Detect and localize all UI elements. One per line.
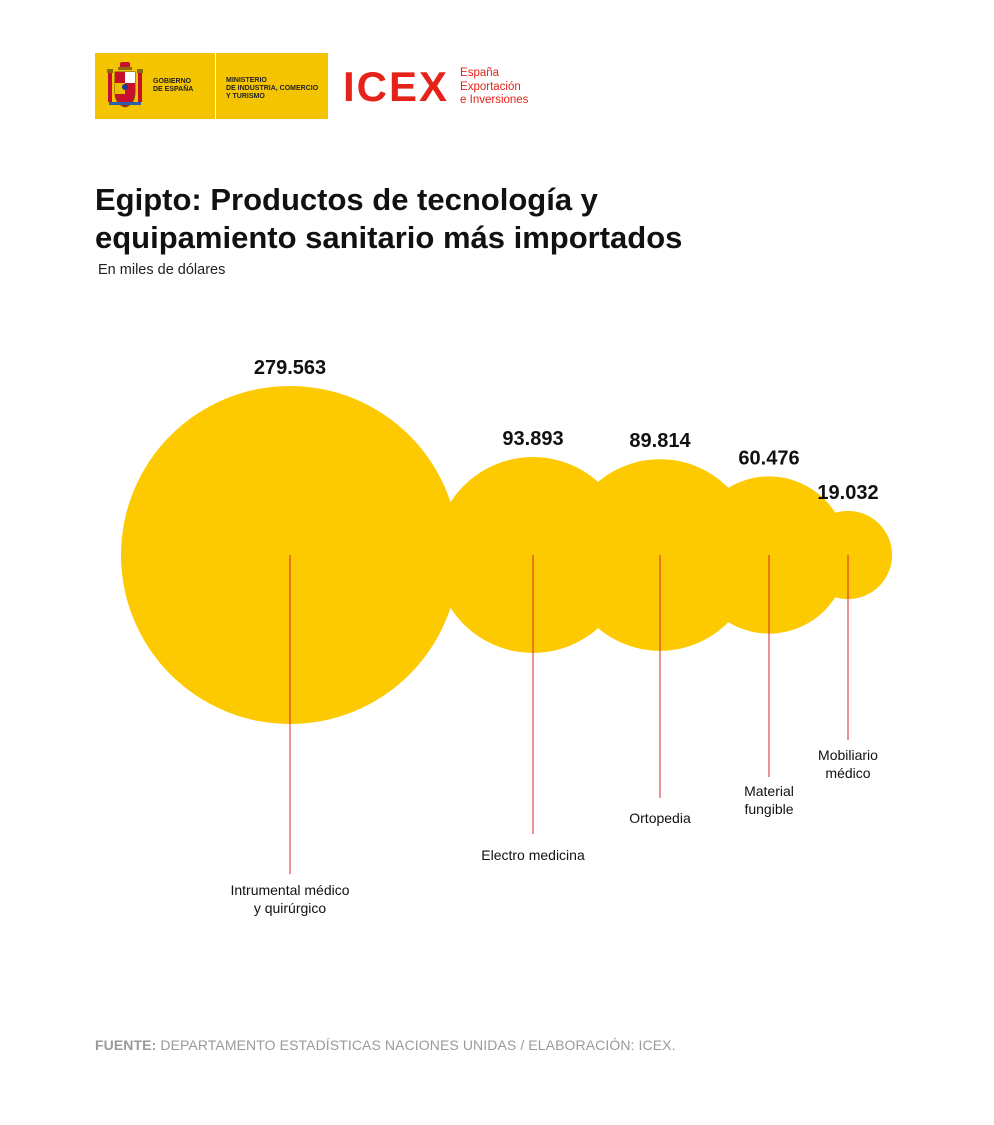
category-label-2-0: Ortopedia (629, 810, 691, 826)
category-label-3-0: Material (744, 783, 794, 799)
icex-sub3: e Inversiones (460, 94, 529, 106)
icex-tagline: España Exportación e Inversiones (460, 67, 528, 108)
value-label-3: 60.476 (738, 447, 799, 469)
government-logo: GOBIERNO DE ESPAÑA MINISTERIO DE INDUSTR… (95, 53, 328, 119)
gov-line2: DE ESPAÑA (153, 86, 194, 93)
icex-wordmark: ICEX (343, 63, 450, 110)
value-label-2: 89.814 (629, 430, 691, 452)
source-note: FUENTE: DEPARTAMENTO ESTADÍSTICAS NACION… (95, 1037, 676, 1053)
category-label-1-0: Electro medicina (481, 847, 585, 863)
gobierno-text: GOBIERNO DE ESPAÑA (153, 78, 193, 94)
ministry-line1: MINISTERIO (226, 77, 267, 84)
coat-of-arms-icon (107, 62, 143, 108)
chart-title-line2: equipamiento sanitario más importados (95, 220, 683, 255)
value-label-4: 19.032 (817, 482, 878, 504)
category-label-0-1: y quirúrgico (254, 900, 327, 916)
category-label-4-1: médico (825, 765, 870, 781)
source-prefix: FUENTE: (95, 1037, 157, 1053)
icex-logo: ICEX España Exportación e Inversiones (343, 66, 528, 108)
gov-line1: GOBIERNO (153, 78, 192, 85)
value-label-1: 93.893 (502, 428, 563, 450)
value-label-0: 279.563 (254, 357, 326, 379)
category-label-0-0: Intrumental médico (230, 882, 349, 898)
category-label-3-1: fungible (744, 801, 793, 817)
ministry-line2: DE INDUSTRIA, COMERCIO (226, 85, 319, 92)
ministry-line3: Y TURISMO (226, 93, 265, 100)
icex-sub1: España (460, 67, 500, 79)
icex-sub2: Exportación (460, 80, 521, 93)
chart-title-line1: Egipto: Productos de tecnología y (95, 182, 598, 217)
source-text: DEPARTAMENTO ESTADÍSTICAS NACIONES UNIDA… (156, 1037, 676, 1053)
ministry-text: MINISTERIO DE INDUSTRIA, COMERCIO Y TURI… (226, 77, 328, 101)
chart-subtitle: En miles de dólares (98, 262, 226, 278)
chart-title: Egipto: Productos de tecnología y equipa… (95, 181, 955, 257)
category-label-4-0: Mobiliario (818, 747, 878, 763)
gobierno-de-espana-box: GOBIERNO DE ESPAÑA (95, 53, 215, 119)
ministry-box: MINISTERIO DE INDUSTRIA, COMERCIO Y TURI… (216, 53, 328, 119)
